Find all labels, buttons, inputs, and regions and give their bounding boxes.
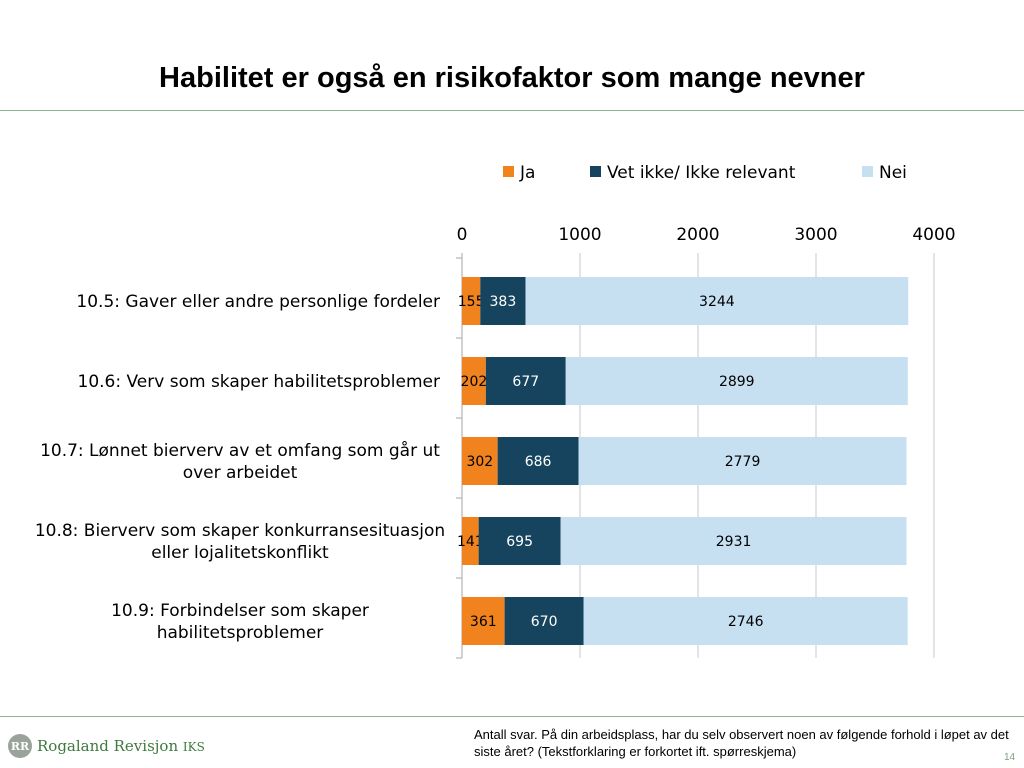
page-number: 14	[1004, 752, 1016, 763]
data-label-nei-4: 2931	[716, 534, 752, 550]
x-axis: 0 1000 2000 3000 4000	[457, 225, 956, 245]
bar-ja-3	[462, 437, 498, 485]
logo-mark: RR	[8, 734, 32, 758]
bar-nei-5	[583, 597, 908, 645]
category-label-5: 10.9: Forbindelser som skaper habilitetsp…	[111, 601, 369, 643]
x-tick-label-4000: 4000	[912, 225, 955, 245]
data-label-ja-4: 141	[457, 534, 484, 550]
chart-bars: 155 383 3244 202 677 2899 302 686 2779 141 695 2931…	[457, 277, 909, 645]
data-label-vet-ikke-ikke-relevant-5: 670	[531, 614, 558, 630]
legend-swatch-ja	[503, 166, 514, 177]
title-divider	[0, 110, 1024, 111]
legend-label-ja: Ja	[519, 163, 535, 183]
data-label-vet-ikke-ikke-relevant-1: 383	[490, 294, 517, 310]
footer-divider	[0, 716, 1024, 717]
x-tick-label-2000: 2000	[676, 225, 719, 245]
bar-nei-4	[560, 517, 907, 565]
category-label-4: 10.8: Bierverv som skaper konkurransesit…	[35, 521, 445, 563]
bar-nei-3	[578, 437, 907, 485]
bar-vet-ikke-ikke-relevant-1	[480, 277, 526, 325]
bar-vet-ikke-ikke-relevant-2	[485, 357, 566, 405]
data-label-nei-1: 3244	[699, 294, 735, 310]
data-label-vet-ikke-ikke-relevant-3: 686	[525, 454, 552, 470]
bar-vet-ikke-ikke-relevant-4	[478, 517, 561, 565]
data-label-nei-2: 2899	[719, 374, 755, 390]
legend-swatch-nei	[862, 166, 873, 177]
bar-ja-2	[462, 357, 486, 405]
category-label-1: 10.5: Gaver eller andre personlige forde…	[76, 292, 440, 312]
legend-label-nei: Nei	[879, 163, 907, 183]
data-label-nei-5: 2746	[728, 614, 764, 630]
company-logo: RR Rogaland Revisjon IKS	[8, 731, 205, 761]
logo-text: Rogaland Revisjon IKS	[37, 737, 205, 755]
bar-ja-4	[462, 517, 479, 565]
x-tick-label-0: 0	[457, 225, 468, 245]
bar-nei-2	[565, 357, 908, 405]
bar-ja-1	[462, 277, 481, 325]
category-labels: 10.5: Gaver eller andre personlige forde…	[35, 292, 445, 643]
footnote: Antall svar. På din arbeidsplass, har du…	[474, 727, 1009, 759]
category-label-3: 10.7: Lønnet bierverv av et omfang som g…	[40, 440, 440, 483]
slide-title: Habilitet er også en risikofaktor som ma…	[159, 62, 865, 94]
x-tick-label-1000: 1000	[558, 225, 601, 245]
data-label-vet-ikke-ikke-relevant-4: 695	[506, 534, 533, 550]
legend-swatch-vet-ikke-ikke-relevant	[590, 166, 601, 177]
data-label-nei-3: 2779	[725, 454, 761, 470]
logo-suffix: IKS	[182, 740, 205, 754]
data-label-ja-3: 302	[466, 454, 493, 470]
data-label-vet-ikke-ikke-relevant-2: 677	[512, 374, 539, 390]
legend-label-vet-ikke-ikke-relevant: Vet ikke/ Ikke relevant	[607, 163, 796, 183]
x-tick-label-3000: 3000	[794, 225, 837, 245]
logo-name: Rogaland Revisjon	[37, 737, 179, 755]
stacked-bar-chart: Ja Vet ikke/ Ikke relevant Nei 0 1000 2000 30…	[35, 163, 956, 659]
bar-nei-1	[525, 277, 909, 325]
bar-vet-ikke-ikke-relevant-3	[497, 437, 579, 485]
chart-legend: Ja Vet ikke/ Ikke relevant Nei	[503, 163, 907, 183]
data-label-ja-2: 202	[461, 374, 488, 390]
data-label-ja-5: 361	[470, 614, 497, 630]
bar-vet-ikke-ikke-relevant-5	[504, 597, 584, 645]
bar-ja-5	[462, 597, 505, 645]
category-label-2: 10.6: Verv som skaper habilitetsprobleme…	[78, 372, 440, 392]
data-label-ja-1: 155	[458, 294, 485, 310]
